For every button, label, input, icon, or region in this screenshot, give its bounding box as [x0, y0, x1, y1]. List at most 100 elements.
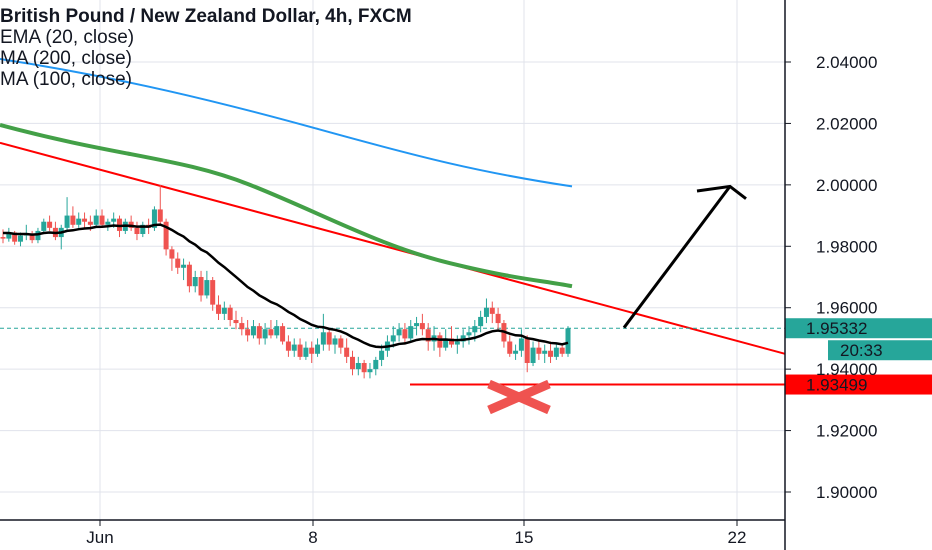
candle-body: [76, 218, 82, 225]
ma-200-line: [0, 57, 573, 188]
candle-body: [198, 277, 204, 296]
candle-body: [478, 316, 484, 327]
candle-body: [17, 235, 23, 242]
candle-body: [93, 215, 99, 225]
candle-body: [553, 347, 559, 357]
candle-body: [367, 369, 373, 373]
candle-body: [216, 304, 222, 314]
axes: 2.04000 2.02000 2.00000 1.98000 1.96000 1.940…: [0, 0, 877, 550]
candle-body: [565, 328, 571, 354]
candle-body: [530, 347, 536, 363]
candle-body: [466, 332, 472, 336]
up-arrow-head: [696, 184, 747, 200]
candle-body: [338, 338, 344, 348]
candle-body: [204, 280, 210, 296]
countdown-label: 20:33: [840, 341, 883, 360]
up-arrow-shaft: [622, 185, 732, 329]
y-tick-label: 1.96000: [816, 299, 877, 318]
candle-body: [291, 344, 297, 351]
candle-body: [361, 363, 367, 373]
legend-ma100[interactable]: MA (100, close): [0, 69, 132, 90]
y-tick-label: 2.04000: [816, 53, 877, 72]
legend-ema[interactable]: EMA (20, close): [0, 27, 135, 48]
candle-body: [41, 221, 47, 231]
candle-body: [12, 232, 18, 242]
candle-body: [274, 326, 280, 336]
candle-body: [454, 341, 460, 345]
candle-body: [344, 347, 350, 357]
candle-body: [111, 218, 117, 222]
x-tick-label: 22: [728, 528, 747, 547]
ema-20-line: [2, 223, 569, 349]
candle-body: [309, 347, 315, 354]
candle-body: [472, 326, 478, 333]
candle-body: [99, 215, 105, 225]
x-tick-label: Jun: [86, 528, 113, 547]
candle-body: [0, 237, 6, 239]
candle-body: [303, 347, 309, 357]
grid-lines: [0, 0, 785, 520]
candle-body: [559, 347, 565, 354]
candle-body: [29, 234, 35, 241]
candle-body: [449, 338, 455, 345]
candle-body: [285, 341, 291, 351]
support-price-label: 1.93499: [806, 376, 867, 395]
candle-body: [548, 350, 554, 357]
support-price-badge: [785, 374, 932, 395]
candle-body: [169, 249, 175, 259]
candle-body: [443, 338, 449, 348]
candle-body: [355, 363, 361, 370]
candle-body: [402, 329, 408, 339]
y-tick-label: 1.98000: [816, 237, 877, 256]
y-tick-label: 2.00000: [816, 176, 877, 195]
annotations: 1.95332 20:33 1.93499: [487, 184, 932, 415]
y-tick-label: 1.94000: [816, 360, 877, 379]
candle-body: [47, 221, 53, 228]
candle-body: [483, 307, 489, 317]
candle-body: [513, 350, 519, 354]
candle-body: [82, 218, 88, 222]
candle-body: [379, 350, 385, 360]
symbol-title: British Pound / New Zealand Dollar, 4h, …: [0, 6, 412, 27]
candle-body: [326, 332, 332, 345]
y-tick-label: 2.02000: [816, 114, 877, 133]
candles: [0, 184, 571, 379]
candle-body: [419, 323, 425, 330]
candle-body: [239, 323, 245, 330]
candle-body: [105, 221, 111, 225]
candle-body: [6, 232, 12, 239]
candle-body: [227, 307, 233, 320]
drawings: [0, 141, 786, 386]
y-tick-label: 1.90000: [816, 483, 877, 502]
candle-body: [390, 335, 396, 342]
cross-mark-stroke: [487, 379, 551, 415]
candle-body: [268, 329, 274, 336]
candle-body: [175, 258, 181, 268]
candle-body: [233, 320, 239, 324]
descending-trendline: [0, 141, 786, 355]
ma-100-line: [0, 123, 573, 289]
candle-body: [35, 230, 41, 241]
legend-ma200[interactable]: MA (200, close): [0, 48, 132, 69]
candle-body: [349, 356, 355, 370]
candle-body: [64, 215, 70, 228]
candle-body: [524, 338, 530, 363]
candle-body: [262, 329, 268, 339]
candle-body: [192, 277, 198, 287]
chart-legend: British Pound / New Zealand Dollar, 4h, …: [0, 6, 412, 90]
candle-body: [507, 341, 513, 354]
candle-body: [437, 335, 443, 348]
candle-body: [408, 326, 414, 339]
candle-body: [414, 323, 420, 327]
candle-body: [163, 221, 169, 250]
candle-body: [210, 280, 216, 305]
x-tick-label: 15: [515, 528, 534, 547]
candle-body: [373, 359, 379, 370]
candle-body: [332, 338, 338, 345]
candle-body: [140, 224, 146, 234]
candle-body: [256, 326, 262, 339]
candle-body: [250, 326, 256, 336]
x-tick-label: 8: [308, 528, 317, 547]
candle-body: [181, 264, 187, 268]
